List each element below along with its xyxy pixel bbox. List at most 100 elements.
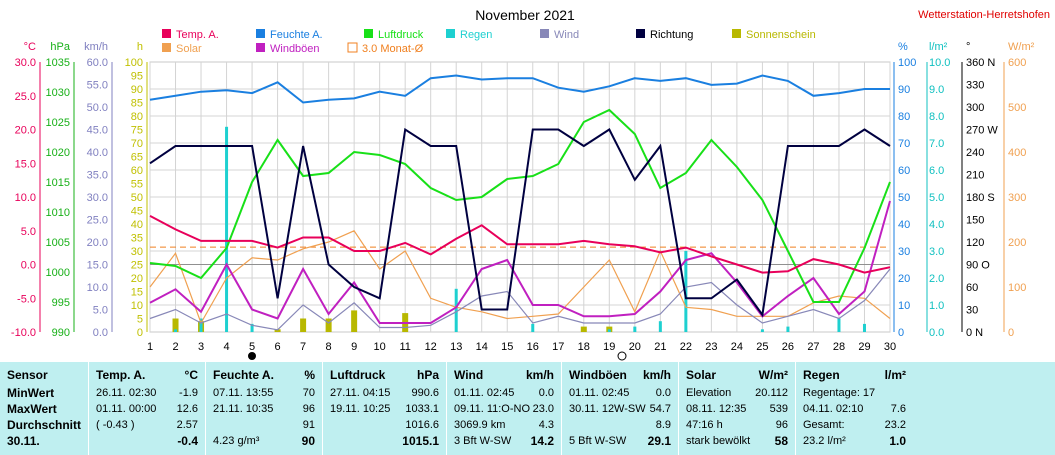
rain-bar bbox=[174, 329, 178, 332]
stats-column: Feuchte A.% 07.11. 13:55 70 21.11. 10:35 96 9… bbox=[205, 362, 323, 455]
dir-axis-tick: 330 bbox=[966, 80, 984, 92]
legend-label: Temp. A. bbox=[176, 29, 219, 41]
stats-header: Temp. A. bbox=[96, 368, 146, 382]
stats-unit: °C bbox=[184, 368, 198, 382]
stats-value: 96 bbox=[775, 419, 788, 431]
legend-label: Sonnenschein bbox=[746, 29, 816, 41]
stats-value: 58 bbox=[774, 434, 788, 448]
stats-value: 8.9 bbox=[655, 419, 671, 431]
stats-unit: W/m² bbox=[758, 368, 788, 382]
stats-unit: km/h bbox=[525, 368, 554, 382]
dir-axis-tick: 180 S bbox=[966, 192, 995, 204]
stats-label: 08.11. 12:35 bbox=[686, 403, 747, 415]
chart-title: November 2021 bbox=[475, 7, 575, 23]
stats-label: MaxWert bbox=[7, 402, 57, 416]
rain-axis-tick: 7.0 bbox=[929, 138, 944, 150]
pct-axis-tick: 10 bbox=[898, 300, 910, 312]
stats-label: 3069.9 km bbox=[454, 419, 506, 431]
temp-axis-tick: -5.0 bbox=[17, 293, 36, 305]
dir-axis-tick: 150 bbox=[966, 215, 984, 227]
rain-bar bbox=[225, 126, 229, 332]
stats-label: 47:16 h bbox=[686, 419, 723, 431]
x-tick-label: 23 bbox=[705, 341, 717, 353]
h-axis-tick: 100 bbox=[125, 57, 143, 69]
stats-value: 2.57 bbox=[176, 419, 198, 431]
stats-header: Solar bbox=[686, 368, 717, 382]
dir-axis-tick: 360 N bbox=[966, 57, 995, 69]
x-tick-label: 11 bbox=[399, 341, 410, 353]
stats-column: Solar W/m² Elevation 20.112 08.11. 12:35 539 4… bbox=[678, 362, 796, 455]
stats-header: Windböen bbox=[569, 368, 627, 382]
stats-label: 01.11. 00:00 bbox=[96, 403, 157, 415]
new-moon-icon bbox=[248, 352, 256, 360]
wm2-axis-tick: 400 bbox=[1008, 147, 1026, 159]
weather-chart: °C30.025.020.015.010.05.00.0-5.0-10.0hPa… bbox=[10, 7, 1050, 361]
kmh-axis-tick: 60.0 bbox=[87, 57, 108, 69]
temp-axis-tick: 15.0 bbox=[15, 158, 36, 170]
legend-swatch bbox=[540, 29, 549, 38]
stats-header: Luftdruck bbox=[330, 368, 386, 382]
h-axis-tick: 85 bbox=[131, 98, 143, 110]
hpa-axis-tick: 1015 bbox=[46, 177, 70, 189]
legend-label: Wind bbox=[554, 29, 579, 41]
kmh-axis-tick: 40.0 bbox=[87, 147, 108, 159]
stats-label: 21.11. 10:35 bbox=[213, 403, 274, 415]
legend-swatch bbox=[256, 43, 265, 52]
kmh-axis-tick: 35.0 bbox=[87, 170, 108, 182]
wm2-axis-tick: 300 bbox=[1008, 192, 1026, 204]
series-line-solar bbox=[149, 230, 891, 325]
stats-unit: l/m² bbox=[884, 368, 906, 382]
x-tick-label: 6 bbox=[275, 341, 281, 353]
x-tick-label: 18 bbox=[578, 341, 590, 353]
stats-column: Temp. A. °C 26.11. 02:30 -1.9 01.11. 00:00 12… bbox=[88, 362, 206, 455]
wm2-axis-tick: 100 bbox=[1008, 282, 1026, 294]
stats-value: 7.6 bbox=[890, 403, 906, 415]
rain-bar bbox=[837, 318, 841, 332]
stats-panel: Sensor MinWert MaxWert Durchschnitt 30.11. Te… bbox=[0, 362, 1055, 455]
stats-unit: % bbox=[304, 368, 315, 382]
stats-label: 30.11. bbox=[7, 434, 40, 448]
wm2-axis-tick: 500 bbox=[1008, 102, 1026, 114]
stats-column: Regen l/m² Regentage: 17 04.11. 02:10 7.6 Ges… bbox=[795, 362, 914, 455]
kmh-axis-tick: 50.0 bbox=[87, 102, 108, 114]
legend-swatch bbox=[636, 29, 645, 38]
legend-swatch bbox=[446, 29, 455, 38]
full-moon-icon bbox=[617, 351, 627, 361]
x-tick-label: 9 bbox=[351, 341, 357, 353]
stats-label: 27.11. 04:15 bbox=[330, 387, 391, 399]
kmh-axis-tick: 55.0 bbox=[87, 80, 108, 92]
stats-value: 90 bbox=[301, 434, 315, 448]
hpa-axis-unit: hPa bbox=[50, 41, 70, 53]
h-axis-tick: 55 bbox=[131, 179, 143, 191]
stats-label: 07.11. 13:55 bbox=[213, 387, 274, 399]
stats-label: 3 Bft W-SW bbox=[454, 435, 512, 447]
temp-axis-tick: 30.0 bbox=[15, 57, 36, 69]
h-axis-tick: 50 bbox=[131, 192, 143, 204]
rain-axis-tick: 9.0 bbox=[929, 84, 944, 96]
hpa-axis-tick: 1005 bbox=[46, 237, 70, 249]
stats-label: 01.11. 02:45 bbox=[454, 387, 515, 399]
temp-axis-tick: 0.0 bbox=[21, 260, 36, 272]
sunshine-bar bbox=[274, 329, 281, 332]
h-axis-tick: 0 bbox=[137, 327, 143, 339]
stats-value: 1033.1 bbox=[405, 403, 439, 415]
x-tick-label: 26 bbox=[782, 341, 794, 353]
legend-swatch bbox=[364, 29, 373, 38]
pct-axis-tick: 100 bbox=[898, 57, 916, 69]
stats-value: 96 bbox=[302, 403, 315, 415]
stats-value: 70 bbox=[302, 387, 315, 399]
h-axis-tick: 75 bbox=[131, 125, 143, 137]
x-tick-label: 4 bbox=[223, 341, 229, 353]
x-tick-label: 1 bbox=[147, 341, 153, 353]
x-tick-label: 7 bbox=[300, 341, 306, 353]
x-tick-label: 15 bbox=[501, 341, 513, 353]
pct-axis-tick: 30 bbox=[898, 246, 910, 258]
x-tick-label: 5 bbox=[249, 341, 255, 353]
stats-label: Durchschnitt bbox=[7, 418, 82, 432]
stats-value: 23.0 bbox=[532, 403, 554, 415]
plot-marks bbox=[149, 74, 891, 332]
pct-axis-tick: 50 bbox=[898, 192, 910, 204]
h-axis-tick: 35 bbox=[131, 233, 143, 245]
stats-value: 23.2 bbox=[884, 419, 906, 431]
h-axis-tick: 40 bbox=[131, 219, 143, 231]
